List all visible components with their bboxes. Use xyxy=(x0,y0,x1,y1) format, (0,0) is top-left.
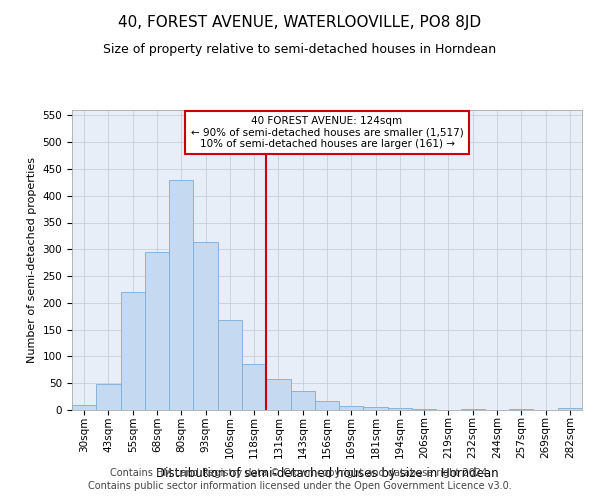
Bar xyxy=(169,180,193,410)
Bar xyxy=(364,408,388,410)
Bar xyxy=(193,242,218,410)
Text: Contains HM Land Registry data © Crown copyright and database right 2024.: Contains HM Land Registry data © Crown c… xyxy=(110,468,490,477)
Bar xyxy=(218,320,242,410)
Bar xyxy=(339,406,364,410)
Y-axis label: Number of semi-detached properties: Number of semi-detached properties xyxy=(27,157,37,363)
Bar xyxy=(145,252,169,410)
Text: 40 FOREST AVENUE: 124sqm
← 90% of semi-detached houses are smaller (1,517)
10% o: 40 FOREST AVENUE: 124sqm ← 90% of semi-d… xyxy=(191,116,463,149)
Bar xyxy=(96,384,121,410)
Bar xyxy=(388,408,412,410)
Text: 40, FOREST AVENUE, WATERLOOVILLE, PO8 8JD: 40, FOREST AVENUE, WATERLOOVILLE, PO8 8J… xyxy=(118,15,482,30)
Bar xyxy=(266,380,290,410)
Text: Contains public sector information licensed under the Open Government Licence v3: Contains public sector information licen… xyxy=(88,481,512,491)
Bar xyxy=(121,292,145,410)
Bar xyxy=(558,408,582,410)
Bar xyxy=(412,409,436,410)
X-axis label: Distribution of semi-detached houses by size in Horndean: Distribution of semi-detached houses by … xyxy=(155,466,499,479)
Bar xyxy=(242,364,266,410)
Bar xyxy=(290,391,315,410)
Bar xyxy=(72,404,96,410)
Bar xyxy=(315,402,339,410)
Text: Size of property relative to semi-detached houses in Horndean: Size of property relative to semi-detach… xyxy=(103,42,497,56)
